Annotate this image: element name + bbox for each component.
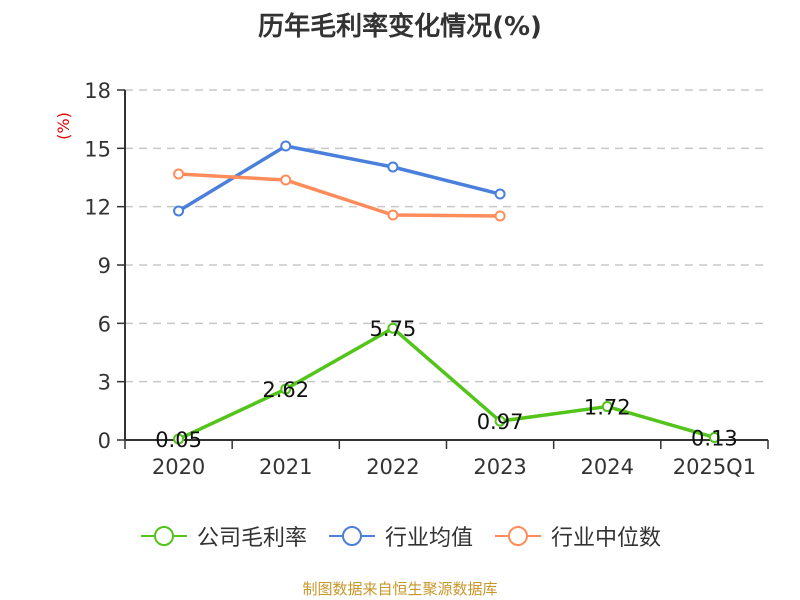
data-point[interactable] xyxy=(708,431,720,443)
data-point[interactable] xyxy=(280,140,292,152)
data-label: 5.75 xyxy=(370,317,417,341)
x-tick-label: 2020 xyxy=(152,455,205,479)
series-line xyxy=(177,144,501,213)
data-label: 0.05 xyxy=(155,428,202,452)
y-tick-label: 3 xyxy=(98,371,111,395)
y-tick-label: 9 xyxy=(98,254,111,278)
series-line xyxy=(177,326,715,441)
y-tick-label: 12 xyxy=(84,196,111,220)
data-point[interactable] xyxy=(387,322,399,334)
y-tick-label: 6 xyxy=(98,312,111,336)
legend-line-circle-icon xyxy=(495,526,541,546)
data-point[interactable] xyxy=(601,401,613,413)
x-tick-label: 2025Q1 xyxy=(673,455,756,479)
data-point[interactable] xyxy=(494,188,506,200)
x-tick-label: 2024 xyxy=(581,455,634,479)
data-label: 2.62 xyxy=(262,378,309,402)
source-note: 制图数据来自恒生聚源数据库 xyxy=(302,580,498,598)
legend-line-circle-icon xyxy=(140,526,187,546)
data-point[interactable] xyxy=(387,161,399,173)
data-point[interactable] xyxy=(173,168,185,180)
x-tick-label: 2021 xyxy=(259,455,312,479)
x-tick-label: 2023 xyxy=(473,455,526,479)
data-label: 1.72 xyxy=(584,396,631,420)
legend-label: 公司毛利率 xyxy=(196,526,307,551)
legend-item[interactable]: 行业中位数 xyxy=(493,520,661,552)
series-lines xyxy=(173,140,720,445)
grid-lines xyxy=(125,89,768,383)
y-tick-label: 18 xyxy=(84,79,111,103)
data-point[interactable] xyxy=(494,415,506,427)
legend-line-circle-icon xyxy=(328,526,375,546)
legend-label: 行业中位数 xyxy=(551,526,662,551)
data-point[interactable] xyxy=(173,433,185,445)
data-point[interactable] xyxy=(387,209,399,221)
data-point[interactable] xyxy=(173,205,185,217)
data-point[interactable] xyxy=(280,383,292,395)
legend-item[interactable]: 公司毛利率 xyxy=(139,520,307,552)
data-label: 0.13 xyxy=(691,426,738,450)
legend-item[interactable]: 行业均值 xyxy=(327,520,473,552)
y-tick-label: 15 xyxy=(84,137,111,161)
series-line xyxy=(178,172,501,218)
data-point[interactable] xyxy=(280,174,292,186)
y-axis-unit: (%) xyxy=(54,112,73,140)
y-tick-label: 0 xyxy=(98,429,111,453)
chart-title: 历年毛利率变化情况(%) xyxy=(258,12,542,42)
axes: 0 3 6 9 12 15 18 2020 2021 2022 2023 2024 2025Q1 (%) xyxy=(54,79,769,479)
x-tick-label: 2022 xyxy=(366,455,419,479)
legend-label: 行业均值 xyxy=(384,526,473,551)
data-labels: 0.05 2.62 5.75 0.97 1.72 0.13 xyxy=(155,317,738,452)
data-label: 0.97 xyxy=(477,410,524,434)
legend: 公司毛利率 行业均值 行业中位数 xyxy=(0,520,800,552)
data-point[interactable] xyxy=(494,210,506,222)
